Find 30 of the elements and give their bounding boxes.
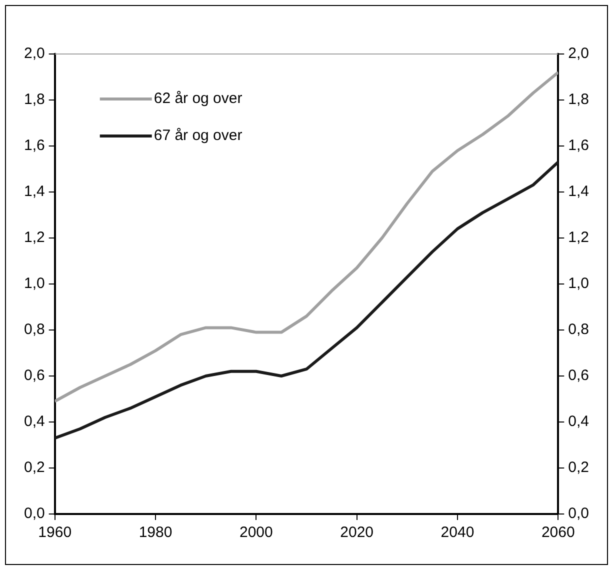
y2-tick-label: 1,2 (568, 229, 590, 246)
legend-label: 62 år og over (154, 90, 242, 108)
y2-tick-label: 0,8 (568, 321, 590, 338)
y-tick-label: 0,8 (24, 321, 45, 338)
legend-label: 67 år og over (154, 127, 242, 144)
y-tick-label: 2,0 (24, 45, 45, 62)
y2-tick-label: 1,4 (568, 183, 590, 200)
y2-tick-label: 1,8 (568, 91, 590, 108)
y-tick-label: 0,0 (24, 505, 45, 522)
y2-tick-label: 2,0 (568, 45, 590, 62)
y2-tick-label: 1,6 (568, 137, 590, 154)
x-tick-label: 2040 (440, 524, 474, 542)
y-tick-label: 0,2 (24, 459, 45, 476)
y-tick-label: 0,4 (24, 413, 45, 430)
y-tick-label: 1,4 (24, 183, 45, 200)
x-tick-label: 2000 (239, 524, 273, 542)
x-tick-label: 1980 (138, 524, 172, 542)
x-tick-label: 2020 (340, 524, 374, 542)
x-tick-label: 1960 (38, 524, 72, 542)
x-tick-label: 2060 (541, 524, 575, 542)
y2-tick-label: 0,4 (568, 413, 590, 430)
y2-tick-label: 0,6 (568, 367, 590, 384)
y2-tick-label: 1,0 (568, 275, 590, 292)
y2-tick-label: 0,0 (568, 505, 590, 522)
y-tick-label: 1,6 (24, 137, 45, 154)
y2-tick-label: 0,2 (568, 459, 590, 476)
y-tick-label: 1,2 (24, 229, 45, 246)
y-tick-label: 1,0 (24, 275, 45, 292)
y-tick-label: 1,8 (24, 91, 45, 108)
y-tick-label: 0,6 (24, 367, 45, 384)
